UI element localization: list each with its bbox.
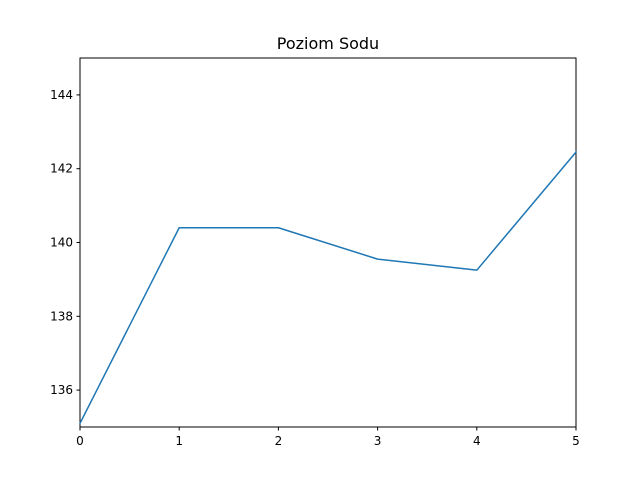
x-tick-label: 5 — [572, 434, 580, 448]
series-layer — [78, 151, 578, 425]
chart-title: Poziom Sodu — [277, 34, 379, 53]
y-tick-label: 140 — [50, 236, 73, 250]
x-tick-label: 2 — [275, 434, 283, 448]
series-line — [78, 151, 578, 425]
plot-frame — [79, 57, 577, 428]
y-tick-label: 138 — [50, 309, 73, 323]
y-tick-label: 136 — [50, 383, 73, 397]
x-axis: 0 1 2 3 4 5 — [76, 427, 580, 448]
y-tick-label: 142 — [50, 162, 73, 176]
x-tick-label: 3 — [374, 434, 382, 448]
y-axis: 136 138 140 142 144 — [50, 88, 80, 397]
x-tick-label: 4 — [473, 434, 481, 448]
x-tick-label: 1 — [175, 434, 183, 448]
y-tick-label: 144 — [50, 88, 73, 102]
x-tick-label: 0 — [76, 434, 84, 448]
